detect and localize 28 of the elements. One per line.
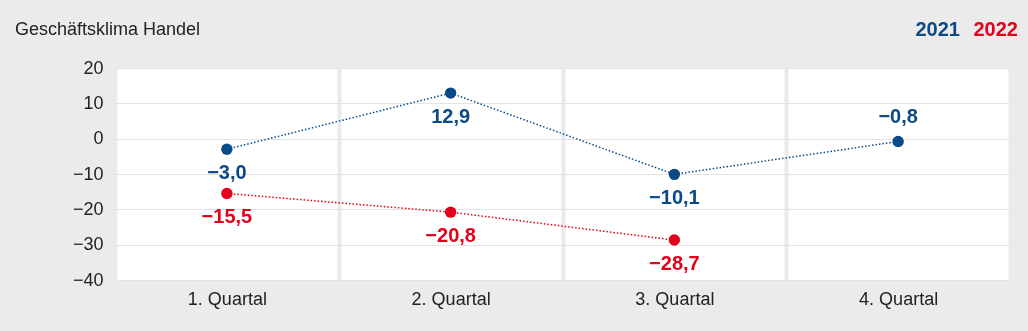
- data-label: −28,7: [649, 252, 700, 275]
- point: [892, 135, 904, 148]
- point: [444, 87, 457, 99]
- chart-title: Geschäftsklima Handel: [15, 19, 201, 39]
- y-tick-label: 10: [83, 92, 104, 113]
- data-label: −15,5: [201, 205, 253, 228]
- y-tick-label: −40: [72, 269, 104, 290]
- data-label: −10,1: [649, 186, 700, 209]
- data-label: 12,9: [431, 105, 471, 128]
- point: [668, 234, 681, 246]
- x-tick-label: 3. Quartal: [635, 288, 715, 309]
- y-tick-label: 0: [93, 128, 104, 149]
- x-tick-label: 4. Quartal: [859, 288, 939, 309]
- point: [444, 206, 457, 218]
- data-label: −0,8: [878, 105, 918, 128]
- y-tick-label: −30: [72, 234, 104, 255]
- text: 2021: [915, 18, 960, 40]
- x-tick-label: 1. Quartal: [187, 288, 267, 309]
- x-tick-label: 2. Quartal: [411, 288, 491, 309]
- point: [221, 143, 233, 155]
- point: [668, 168, 681, 181]
- text: 2022: [973, 18, 1018, 40]
- y-tick-label: −10: [72, 163, 104, 184]
- data-label: −20,8: [425, 224, 476, 247]
- data-label: −3,0: [207, 161, 247, 184]
- point: [221, 187, 233, 200]
- y-tick-label: −20: [72, 198, 104, 219]
- y-tick-label: 20: [83, 57, 104, 78]
